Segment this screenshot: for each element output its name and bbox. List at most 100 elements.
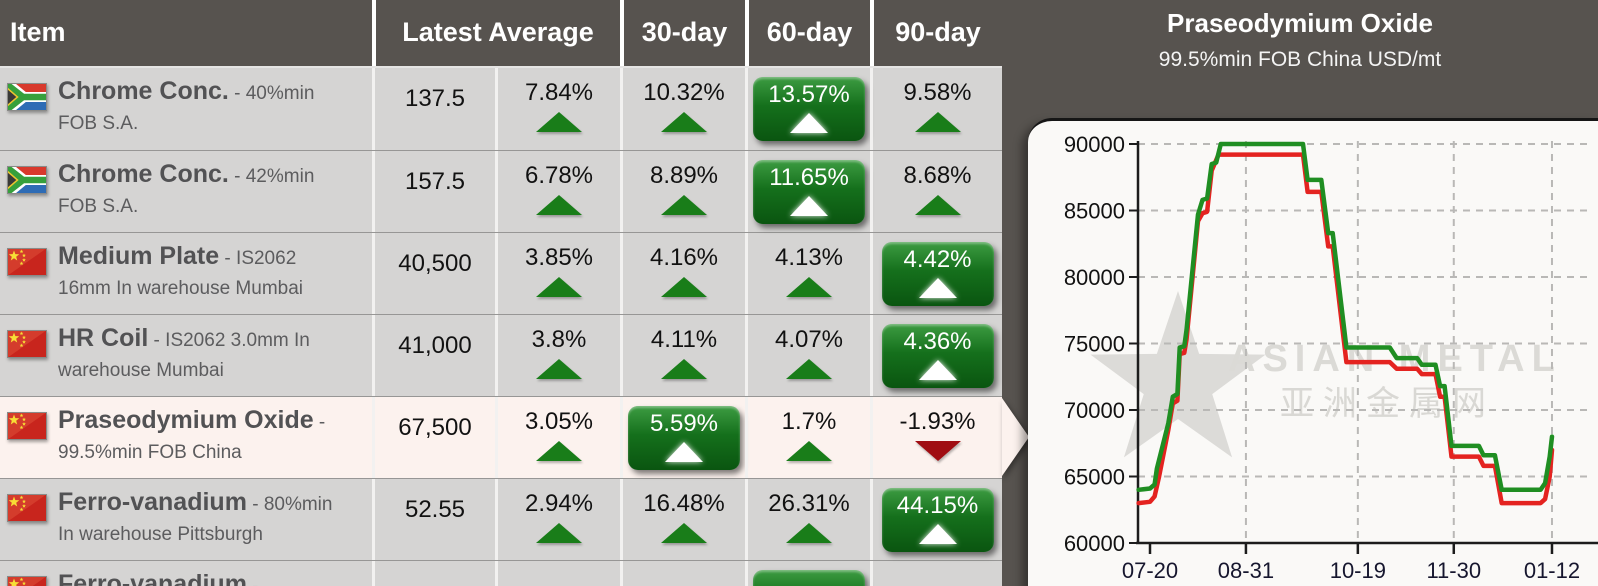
column-header-90-day[interactable]: 90-day (870, 0, 1002, 66)
item-spec-line2: 99.5%min FOB China (58, 442, 242, 463)
60-day-change-cell[interactable] (745, 561, 870, 586)
latest-average-change-cell[interactable]: 2.94% (495, 479, 620, 560)
30-day-change-cell[interactable]: 4.11% (620, 315, 745, 396)
item-name[interactable]: Praseodymium Oxide (58, 406, 314, 434)
90-day-change-cell[interactable]: 9.58% (870, 68, 1002, 150)
up-arrow-icon (661, 277, 707, 297)
90-day-change-cell[interactable]: 4.36% (870, 315, 1002, 396)
item-name[interactable]: Ferro-vanadium (58, 570, 247, 586)
60-day-change-cell[interactable]: 13.57% (745, 68, 870, 150)
item-name[interactable]: Chrome Conc. (58, 160, 229, 188)
y-tick-label: 85000 (1064, 199, 1125, 224)
up-arrow-icon (536, 112, 582, 132)
change-value: 1.7% (781, 408, 837, 435)
30-day-change-cell[interactable]: 8.89% (620, 151, 745, 232)
latest-average-change-cell[interactable]: 7.84% (495, 68, 620, 150)
change-value: 5.59% (649, 410, 719, 437)
change-value: 6.78% (524, 162, 594, 189)
change-value: 8.68% (903, 162, 972, 189)
table-row[interactable]: HR Coil - IS2062 3.0mm In warehouse Mumba… (0, 314, 1002, 396)
latest-average-change-cell[interactable]: 6.78% (495, 151, 620, 232)
table-row[interactable]: Praseodymium Oxide - 99.5%min FOB China 67… (0, 396, 1002, 478)
highlighted-change-badge[interactable]: 44.15% (881, 488, 994, 552)
column-header-60-day[interactable]: 60-day (745, 0, 870, 66)
up-arrow-icon (790, 113, 828, 133)
latest-average-change-cell[interactable]: 3.05% (495, 397, 620, 478)
up-arrow-icon (536, 195, 582, 215)
table-row[interactable]: Ferro-vanadium - 80%min In warehouse Pitt… (0, 478, 1002, 560)
item-name[interactable]: HR Coil (58, 324, 149, 352)
change-value: 16.48% (643, 490, 725, 517)
90-day-change-cell[interactable]: 44.15% (870, 479, 1002, 560)
change-value: 4.13% (774, 244, 844, 271)
table-row[interactable]: Ferro-vanadium - (0, 560, 1002, 586)
item-name[interactable]: Medium Plate (58, 242, 220, 270)
60-day-change-cell[interactable]: 4.07% (745, 315, 870, 396)
60-day-change-cell[interactable]: 11.65% (745, 151, 870, 232)
up-arrow-icon (914, 112, 961, 132)
up-arrow-icon (786, 441, 832, 461)
highlighted-change-badge[interactable]: 4.36% (881, 324, 994, 388)
change-value: 8.89% (649, 162, 719, 189)
change-value: 3.05% (524, 408, 594, 435)
up-arrow-icon (536, 359, 582, 379)
60-day-change-cell[interactable]: 26.31% (745, 479, 870, 560)
60-day-change-cell[interactable]: 1.7% (745, 397, 870, 478)
latest-average-value: 157.5 (372, 151, 495, 232)
price-chart-canvas: AMASIAN METAL亚洲金属网6000065000700007500080… (1064, 132, 1598, 583)
item-cell: Chrome Conc. - 42%min FOB S.A. (0, 151, 372, 232)
table-row[interactable]: Medium Plate - IS2062 16mm In warehouse M… (0, 232, 1002, 314)
30-day-change-cell[interactable]: 5.59% (620, 397, 745, 478)
change-value: 4.42% (903, 246, 972, 273)
90-day-change-cell[interactable]: 8.68% (870, 151, 1002, 232)
latest-average-value: 41,000 (372, 315, 495, 396)
highlighted-change-badge[interactable]: 4.42% (881, 242, 994, 306)
item-name[interactable]: Ferro-vanadium (58, 488, 247, 516)
latest-average-change-cell[interactable] (495, 561, 620, 586)
item-name[interactable]: Chrome Conc. (58, 77, 229, 105)
table-row[interactable]: Chrome Conc. - 42%min FOB S.A. 157.5 6.78% 8… (0, 150, 1002, 232)
item-spec: - 40%min (228, 83, 315, 104)
up-arrow-icon (661, 195, 707, 215)
latest-average-value: 137.5 (372, 68, 495, 150)
highlighted-change-badge[interactable]: 13.57% (753, 77, 865, 141)
table-header: Item Latest Average 30-day 60-day 90-day (0, 0, 1002, 68)
x-tick-label: 07-20 (1122, 558, 1178, 583)
highlighted-change-badge[interactable] (753, 570, 865, 586)
x-tick-label: 11-30 (1426, 558, 1481, 583)
30-day-change-cell[interactable]: 16.48% (620, 479, 745, 560)
down-arrow-icon (914, 441, 961, 461)
30-day-change-cell[interactable]: 4.16% (620, 233, 745, 314)
up-arrow-icon (786, 277, 832, 297)
90-day-change-cell[interactable] (870, 561, 1002, 586)
table-row[interactable]: Chrome Conc. - 40%min FOB S.A. 137.5 7.84% 1… (0, 68, 1002, 150)
column-header-item[interactable]: Item (10, 17, 66, 47)
90-day-change-cell[interactable]: 4.42% (870, 233, 1002, 314)
latest-average-change-cell[interactable]: 3.85% (495, 233, 620, 314)
highlighted-change-badge[interactable]: 11.65% (753, 160, 865, 224)
highlighted-change-badge[interactable]: 5.59% (628, 406, 740, 470)
item-cell: Ferro-vanadium - (0, 561, 372, 586)
item-spec: - (313, 412, 326, 433)
change-value: 7.84% (524, 79, 594, 106)
latest-average-change-cell[interactable]: 3.8% (495, 315, 620, 396)
flag-china-icon (7, 412, 47, 440)
chart-subtitle: 99.5%min FOB China USD/mt (1158, 48, 1442, 71)
column-header-latest-average[interactable]: Latest Average (372, 0, 620, 66)
item-spec: - (247, 576, 258, 586)
change-value: 13.57% (768, 81, 850, 108)
30-day-change-cell[interactable]: 10.32% (620, 68, 745, 150)
change-value: 4.11% (650, 326, 718, 353)
change-value: 44.15% (896, 492, 979, 519)
column-header-30-day[interactable]: 30-day (620, 0, 745, 66)
item-cell: HR Coil - IS2062 3.0mm In warehouse Mumba… (0, 315, 372, 396)
60-day-change-cell[interactable]: 4.13% (745, 233, 870, 314)
90-day-change-cell[interactable]: -1.93% (870, 397, 1002, 478)
x-tick-label: 01-12 (1524, 558, 1580, 583)
flag-china-icon (7, 576, 47, 586)
flag-china-icon (7, 330, 47, 358)
y-tick-label: 90000 (1064, 132, 1125, 157)
30-day-change-cell[interactable] (620, 561, 745, 586)
item-spec-line2: In warehouse Pittsburgh (58, 524, 263, 545)
